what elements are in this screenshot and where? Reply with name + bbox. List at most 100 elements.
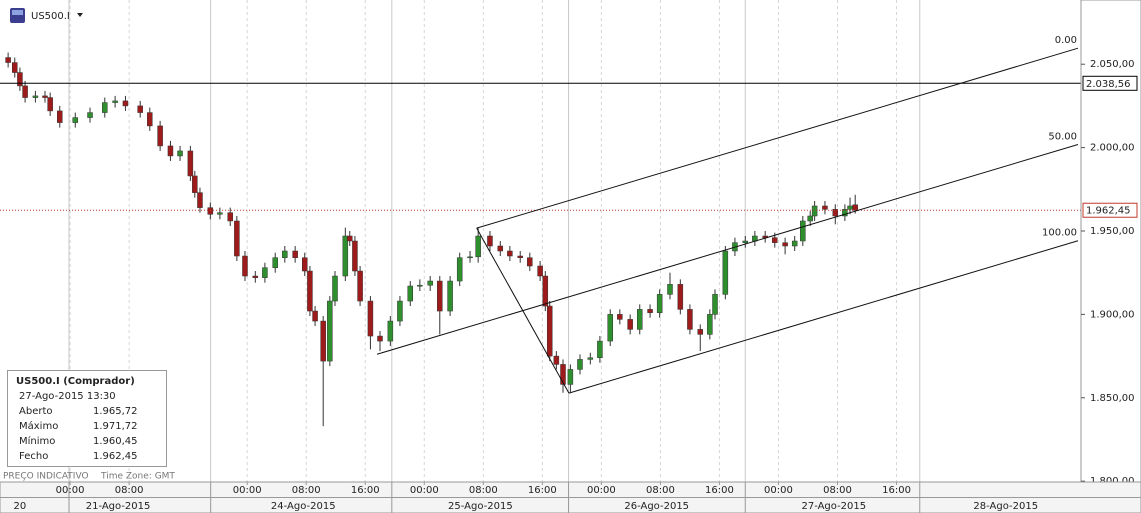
candle-body <box>656 294 663 313</box>
candle-body <box>811 205 818 217</box>
x-tick-label: 00:00 <box>764 485 793 496</box>
candle-body <box>332 275 338 302</box>
candle-body <box>687 309 693 330</box>
candle-body <box>217 212 223 215</box>
price-axis <box>1080 0 1141 483</box>
symbol-selector[interactable]: US500.I <box>10 8 83 23</box>
candle-body <box>577 359 583 370</box>
candle-body <box>517 255 523 258</box>
candle-body <box>397 300 403 322</box>
candle-body <box>597 340 603 358</box>
candle-body <box>357 270 363 302</box>
candle-body <box>553 355 560 365</box>
candle-body <box>17 72 23 87</box>
candle-body <box>12 62 18 73</box>
dropdown-arrow[interactable] <box>77 13 83 17</box>
candle-body <box>567 369 574 385</box>
hour-row <box>0 481 1141 498</box>
info-box: US500.I (Comprador) 27-Ago-2015 13:30 Ab… <box>7 370 167 467</box>
candle-body <box>137 105 143 113</box>
info-box-frame <box>7 370 167 467</box>
date-row <box>0 497 1141 513</box>
candle-body <box>822 205 828 210</box>
info-rows: Aberto 1.965,72 Máximo 1.971,72 Mínimo 1.960,… <box>19 406 138 462</box>
candle-body <box>742 240 749 243</box>
date-label: 20 <box>14 501 27 512</box>
candle-body <box>102 102 108 113</box>
candle-body <box>282 250 288 258</box>
candle-body <box>852 204 858 211</box>
symbol-name[interactable]: US500.I <box>31 11 70 22</box>
candle-body <box>387 320 394 342</box>
x-tick-label: 16:00 <box>528 485 557 496</box>
candle-body <box>312 310 318 322</box>
pitchfork-level-label: 50.00 <box>1048 131 1077 142</box>
candle-body <box>647 309 653 313</box>
x-tick-label: 00:00 <box>587 485 616 496</box>
candle-body <box>607 314 613 342</box>
candle-body <box>22 85 28 98</box>
candle-body <box>301 257 308 272</box>
candle-body <box>167 145 174 157</box>
candle-body <box>707 314 713 335</box>
x-tick-label: 16:00 <box>705 485 734 496</box>
candle-body <box>177 150 183 157</box>
y-tick-label: 2.000,00 <box>1090 143 1135 154</box>
candle-body <box>407 285 414 302</box>
info-title: US500.I (Comprador) <box>16 376 135 387</box>
candle-body <box>636 309 643 330</box>
footer-note: PREÇO INDICATIVO <box>3 472 89 482</box>
candle-body <box>252 275 259 278</box>
candle-body <box>697 329 704 335</box>
pitchfork-level-label: 0.00 <box>1055 35 1077 46</box>
price-tag-label: 2.038,56 <box>1086 79 1131 90</box>
candle-body <box>47 97 53 112</box>
symbol-icon-detail <box>12 10 23 15</box>
info-label: Máximo <box>19 420 58 432</box>
candle-body <box>32 95 39 98</box>
x-tick-label: 16:00 <box>882 485 911 496</box>
candle-body <box>417 284 423 287</box>
x-tick-label: 00:00 <box>410 485 439 496</box>
candle-body <box>527 257 533 267</box>
price-tag <box>1082 202 1138 218</box>
candle-body <box>307 270 313 312</box>
candle-body <box>437 280 443 312</box>
candle-body <box>327 300 333 362</box>
candle-body <box>272 257 278 268</box>
pitchfork-level-label: 100.00 <box>1042 228 1077 239</box>
candle-body <box>192 175 198 193</box>
x-tick-label: 08:00 <box>469 485 498 496</box>
candle-body <box>847 205 853 210</box>
candle-body <box>842 209 848 217</box>
pitchfork-line <box>568 240 1079 394</box>
x-tick-label: 08:00 <box>115 485 144 496</box>
date-label: 21-Ago-2015 <box>86 501 151 512</box>
candle-body <box>292 250 298 258</box>
candle-body <box>537 265 543 277</box>
candle-body <box>667 284 673 295</box>
y-tick-label: 1.850,00 <box>1090 393 1135 404</box>
candle-body <box>157 125 163 147</box>
y-tick-label: 2.050,00 <box>1090 59 1135 70</box>
candle-body <box>772 237 778 243</box>
candle-body <box>72 117 79 123</box>
marks-layer <box>5 52 858 427</box>
x-tick-label: 16:00 <box>351 485 380 496</box>
info-label: Fecho <box>19 451 48 462</box>
candle-body <box>187 150 194 177</box>
info-time: 27-Ago-2015 13:30 <box>19 391 116 402</box>
candle-body <box>712 294 718 315</box>
candle-body <box>507 250 513 257</box>
footer-timezone: Time Zone: GMT <box>100 472 175 482</box>
date-label: 28-Ago-2015 <box>973 501 1038 512</box>
candle-body <box>782 242 788 247</box>
candle-body <box>800 220 806 242</box>
x-tick-label: 00:00 <box>233 485 262 496</box>
time-layer: 00:00 08:00 00:00 08:00 16:00 00:00 08:00 16:00… <box>14 482 1038 513</box>
candle-body <box>367 300 374 337</box>
price-tag-label: 1.962,45 <box>1086 206 1131 217</box>
candle-body <box>122 100 129 107</box>
